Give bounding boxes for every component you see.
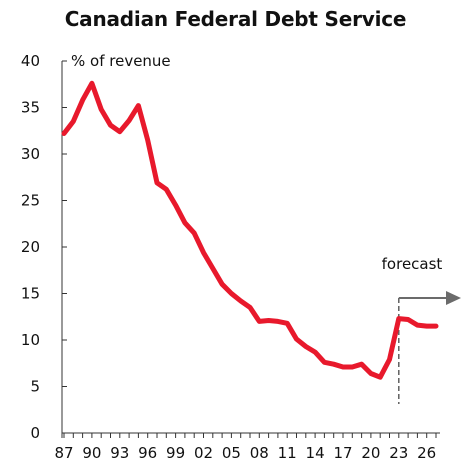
- y-tick-label: 40: [21, 52, 40, 70]
- x-tick-label: 08: [250, 444, 269, 462]
- series-line-0: [61, 80, 439, 380]
- y-tick-label: 35: [21, 99, 40, 117]
- x-tick-label: 14: [306, 444, 325, 462]
- y-tick-label: 25: [21, 192, 40, 210]
- x-tick-label: 87: [54, 444, 73, 462]
- x-tick-label: 99: [166, 444, 185, 462]
- x-axis: 87 90 93 96 99 02 05 08 11 14 17 20 23 26: [54, 432, 440, 462]
- chart-title: Canadian Federal Debt Service: [64, 7, 407, 31]
- x-tick-label: 11: [278, 444, 297, 462]
- x-tick-label: 20: [361, 444, 380, 462]
- x-tick-label: 05: [222, 444, 241, 462]
- forecast-label: forecast: [382, 255, 443, 273]
- x-tick-label: 02: [194, 444, 213, 462]
- y-tick-label: 30: [21, 145, 40, 163]
- x-tick-label: 26: [417, 444, 436, 462]
- y-tick-label: 5: [30, 378, 40, 396]
- y-tick-label: 0: [30, 424, 40, 442]
- forecast-annotation: forecast: [382, 255, 461, 404]
- y-tick-label: 10: [21, 331, 40, 349]
- x-tick-label: 23: [389, 444, 408, 462]
- y-tick-label: 20: [21, 238, 40, 256]
- forecast-arrow-head: [446, 291, 461, 305]
- x-tick-label: 96: [138, 444, 157, 462]
- y-tick-label: 15: [21, 285, 40, 303]
- x-tick-label: 90: [82, 444, 101, 462]
- y-axis: 0 5 10 15 20 25 30 35 40: [21, 52, 67, 442]
- x-tick-label: 17: [333, 444, 352, 462]
- x-tick-label: 93: [110, 444, 129, 462]
- y-axis-label: % of revenue: [71, 52, 171, 70]
- series-layer: [61, 80, 439, 380]
